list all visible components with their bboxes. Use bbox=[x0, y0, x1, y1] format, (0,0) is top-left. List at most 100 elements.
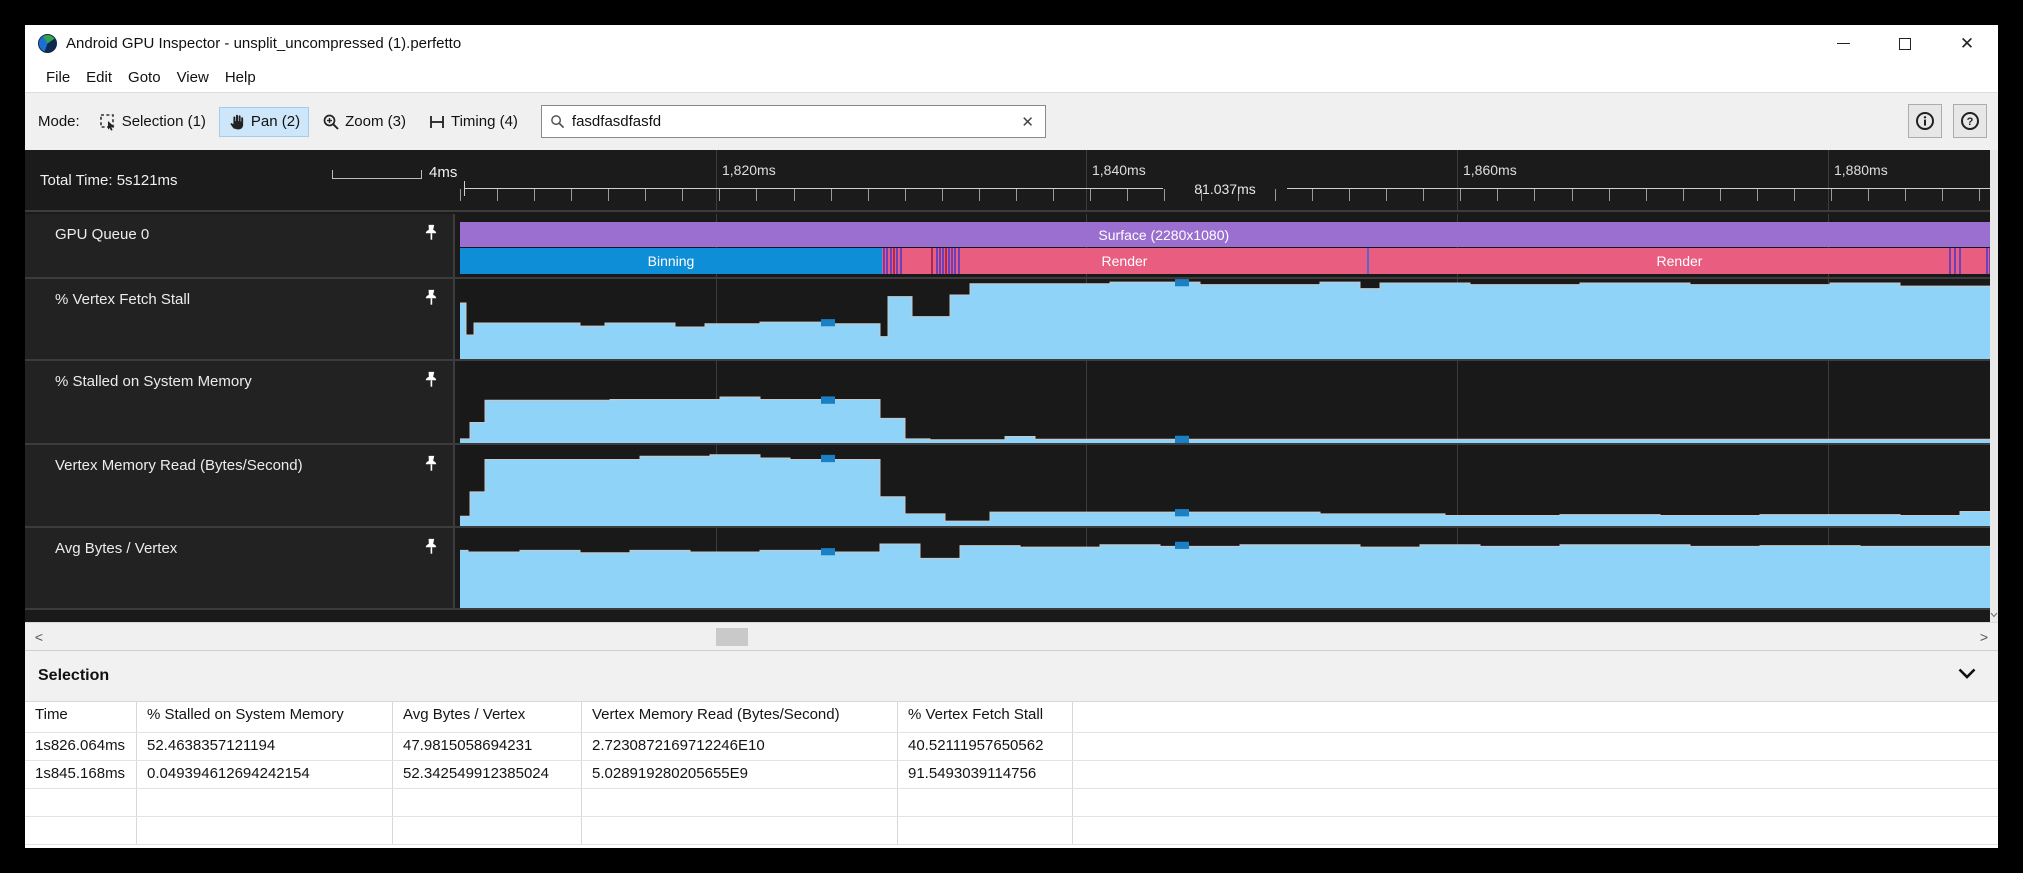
slice-stripe bbox=[1367, 248, 1369, 274]
selected-sample-marker[interactable] bbox=[1175, 435, 1189, 443]
track-label-column: Avg Bytes / Vertex bbox=[25, 528, 455, 608]
slice-stripe bbox=[948, 248, 950, 274]
maximize-icon bbox=[1899, 37, 1911, 50]
selection-header[interactable]: Selection bbox=[25, 650, 1998, 702]
info-icon bbox=[1916, 112, 1934, 130]
counter-area-chart[interactable] bbox=[460, 445, 1990, 526]
track-name-label: Vertex Memory Read (Bytes/Second) bbox=[55, 457, 303, 474]
mode-pan-button[interactable]: Pan (2) bbox=[218, 106, 310, 137]
gpu-queue-slices[interactable]: Surface (2280x1080) Binning Render Render bbox=[460, 214, 1990, 277]
ruler-minor-tick bbox=[534, 189, 536, 201]
pin-icon[interactable] bbox=[423, 455, 439, 477]
horizontal-scrollbar[interactable]: < > bbox=[25, 622, 1998, 650]
toolbar: Mode: Selection (1) Pan (2) bbox=[25, 92, 1998, 150]
table-row[interactable]: 1s826.064ms 52.4638357121194 47.9815058694… bbox=[25, 733, 1998, 761]
timeline-slice[interactable]: Render bbox=[882, 248, 1367, 274]
ruler-minor-tick bbox=[1238, 189, 1239, 201]
track-chart[interactable] bbox=[460, 445, 1990, 526]
table-row[interactable]: 1s845.168ms 0.049394612694242154 52.342549… bbox=[25, 761, 1998, 789]
track-name-label: Avg Bytes / Vertex bbox=[55, 540, 178, 557]
slice-stripe bbox=[890, 248, 892, 274]
timeline-slice[interactable]: Binning bbox=[460, 248, 882, 274]
ruler-minor-tick bbox=[1756, 189, 1758, 201]
chevron-down-icon[interactable] bbox=[1958, 668, 1976, 679]
table-cell: 1s845.168ms bbox=[25, 761, 137, 788]
track-chart[interactable] bbox=[460, 279, 1990, 359]
slice-stripe bbox=[1949, 248, 1951, 274]
selected-sample-marker[interactable] bbox=[821, 454, 835, 463]
scroll-right-icon[interactable]: > bbox=[1979, 628, 1989, 645]
ruler-minor-tick bbox=[497, 189, 498, 201]
selected-sample-marker[interactable] bbox=[821, 548, 835, 556]
mode-selection-button[interactable]: Selection (1) bbox=[90, 107, 215, 137]
pin-icon[interactable] bbox=[423, 371, 439, 393]
table-cell bbox=[137, 817, 393, 844]
toolbar-right: ? bbox=[1908, 104, 1987, 138]
pin-icon[interactable] bbox=[423, 224, 439, 246]
counter-area-chart[interactable] bbox=[460, 528, 1990, 608]
minimize-button[interactable] bbox=[1812, 25, 1874, 62]
ruler-minor-tick bbox=[1867, 189, 1869, 201]
minimize-icon bbox=[1836, 43, 1850, 44]
scrollbar-thumb[interactable] bbox=[716, 628, 748, 646]
mode-timing-button[interactable]: Timing (4) bbox=[419, 107, 527, 137]
table-row[interactable] bbox=[25, 817, 1998, 845]
ruler-minor-tick bbox=[460, 189, 461, 201]
table-cell: 40.52111957650562 bbox=[898, 733, 1073, 760]
pin-icon[interactable] bbox=[423, 289, 439, 311]
counter-area-chart[interactable] bbox=[460, 361, 1990, 443]
ruler-minor-tick bbox=[1719, 189, 1721, 201]
table-cell bbox=[25, 789, 137, 816]
ruler-minor-tick bbox=[1163, 189, 1165, 201]
table-cell bbox=[1073, 733, 1998, 760]
menu-item-help[interactable]: Help bbox=[224, 68, 256, 86]
vertical-scrollbar[interactable] bbox=[1990, 150, 1998, 622]
table-row[interactable] bbox=[25, 789, 1998, 817]
window-title: Android GPU Inspector - unsplit_uncompre… bbox=[66, 35, 462, 52]
ruler-minor-tick bbox=[830, 189, 832, 201]
menu-item-view[interactable]: View bbox=[176, 68, 209, 86]
track-chart[interactable] bbox=[460, 528, 1990, 608]
slice-stripe bbox=[886, 248, 888, 274]
search-input[interactable]: fasdfasdfasfd ✕ bbox=[540, 105, 1046, 138]
search-clear-icon[interactable]: ✕ bbox=[1021, 113, 1034, 131]
selected-sample-marker[interactable] bbox=[821, 319, 835, 327]
menu-item-edit[interactable]: Edit bbox=[86, 68, 113, 86]
counter-area-chart[interactable] bbox=[460, 279, 1990, 359]
selection-title: Selection bbox=[38, 667, 110, 684]
ruler-tick-label: 1,880ms bbox=[1834, 162, 1888, 178]
slice-stripe bbox=[951, 248, 953, 274]
slice-stripe bbox=[883, 248, 885, 274]
ruler-tick-label: 1,860ms bbox=[1463, 162, 1517, 178]
track-label-column: GPU Queue 0 bbox=[25, 214, 455, 277]
ruler-tick-label: 1,820ms bbox=[722, 162, 776, 178]
timeline-slice[interactable]: Surface (2280x1080) bbox=[460, 222, 1990, 247]
time-ruler[interactable]: 1,820ms 1,840ms 1,860ms 1,880ms 81.037ms bbox=[460, 150, 1990, 212]
selected-sample-marker[interactable] bbox=[1175, 279, 1189, 287]
menu-item-file[interactable]: File bbox=[46, 68, 71, 86]
timeline-slice[interactable]: Render bbox=[1369, 248, 1990, 274]
help-button[interactable]: ? bbox=[1953, 104, 1987, 138]
info-button[interactable] bbox=[1908, 104, 1942, 138]
slice-stripe bbox=[939, 248, 941, 274]
maximize-button[interactable] bbox=[1874, 25, 1936, 62]
menu-item-goto[interactable]: Goto bbox=[128, 68, 161, 86]
ruler-minor-tick bbox=[978, 189, 980, 201]
scroll-left-icon[interactable]: < bbox=[34, 628, 44, 645]
column-header: Vertex Memory Read (Bytes/Second) bbox=[582, 702, 898, 732]
mode-zoom-label: Zoom (3) bbox=[345, 113, 406, 130]
mode-zoom-button[interactable]: Zoom (3) bbox=[313, 107, 415, 137]
close-button[interactable]: ✕ bbox=[1936, 25, 1998, 62]
ruler-minor-tick bbox=[1534, 189, 1536, 201]
track-chart[interactable] bbox=[460, 361, 1990, 443]
table-cell: 47.9815058694231 bbox=[393, 733, 582, 760]
selected-sample-marker[interactable] bbox=[1175, 509, 1189, 517]
measurement-line bbox=[464, 188, 1163, 189]
table-cell: 1s826.064ms bbox=[25, 733, 137, 760]
slice-stripe bbox=[954, 248, 956, 274]
pin-icon[interactable] bbox=[423, 538, 439, 560]
selected-sample-marker[interactable] bbox=[821, 396, 835, 404]
track-label-column: Vertex Memory Read (Bytes/Second) bbox=[25, 445, 455, 526]
menu-bar: File Edit Goto View Help bbox=[25, 62, 1998, 92]
selected-sample-marker[interactable] bbox=[1175, 541, 1189, 549]
